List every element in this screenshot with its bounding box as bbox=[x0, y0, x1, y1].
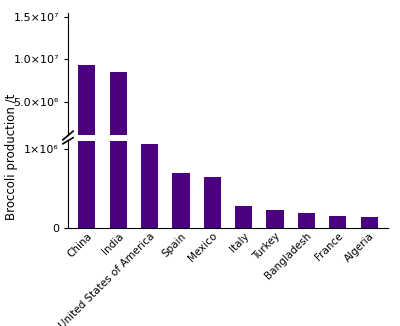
Bar bbox=[110, 72, 127, 144]
Bar bbox=[360, 217, 378, 228]
Bar bbox=[141, 144, 158, 228]
Text: Broccoli production /t: Broccoli production /t bbox=[6, 93, 18, 220]
Bar bbox=[266, 210, 284, 228]
Bar bbox=[78, 66, 96, 144]
Bar bbox=[360, 143, 378, 144]
Bar bbox=[172, 138, 190, 144]
Bar bbox=[110, 0, 127, 228]
Bar bbox=[204, 139, 221, 144]
Bar bbox=[298, 213, 315, 228]
Bar bbox=[329, 142, 346, 144]
Bar bbox=[235, 141, 252, 144]
Bar bbox=[172, 172, 190, 228]
Bar bbox=[298, 142, 315, 144]
Bar bbox=[266, 142, 284, 144]
Bar bbox=[235, 206, 252, 228]
Bar bbox=[141, 135, 158, 144]
Bar bbox=[78, 0, 96, 228]
Bar bbox=[204, 176, 221, 228]
Bar bbox=[329, 216, 346, 228]
